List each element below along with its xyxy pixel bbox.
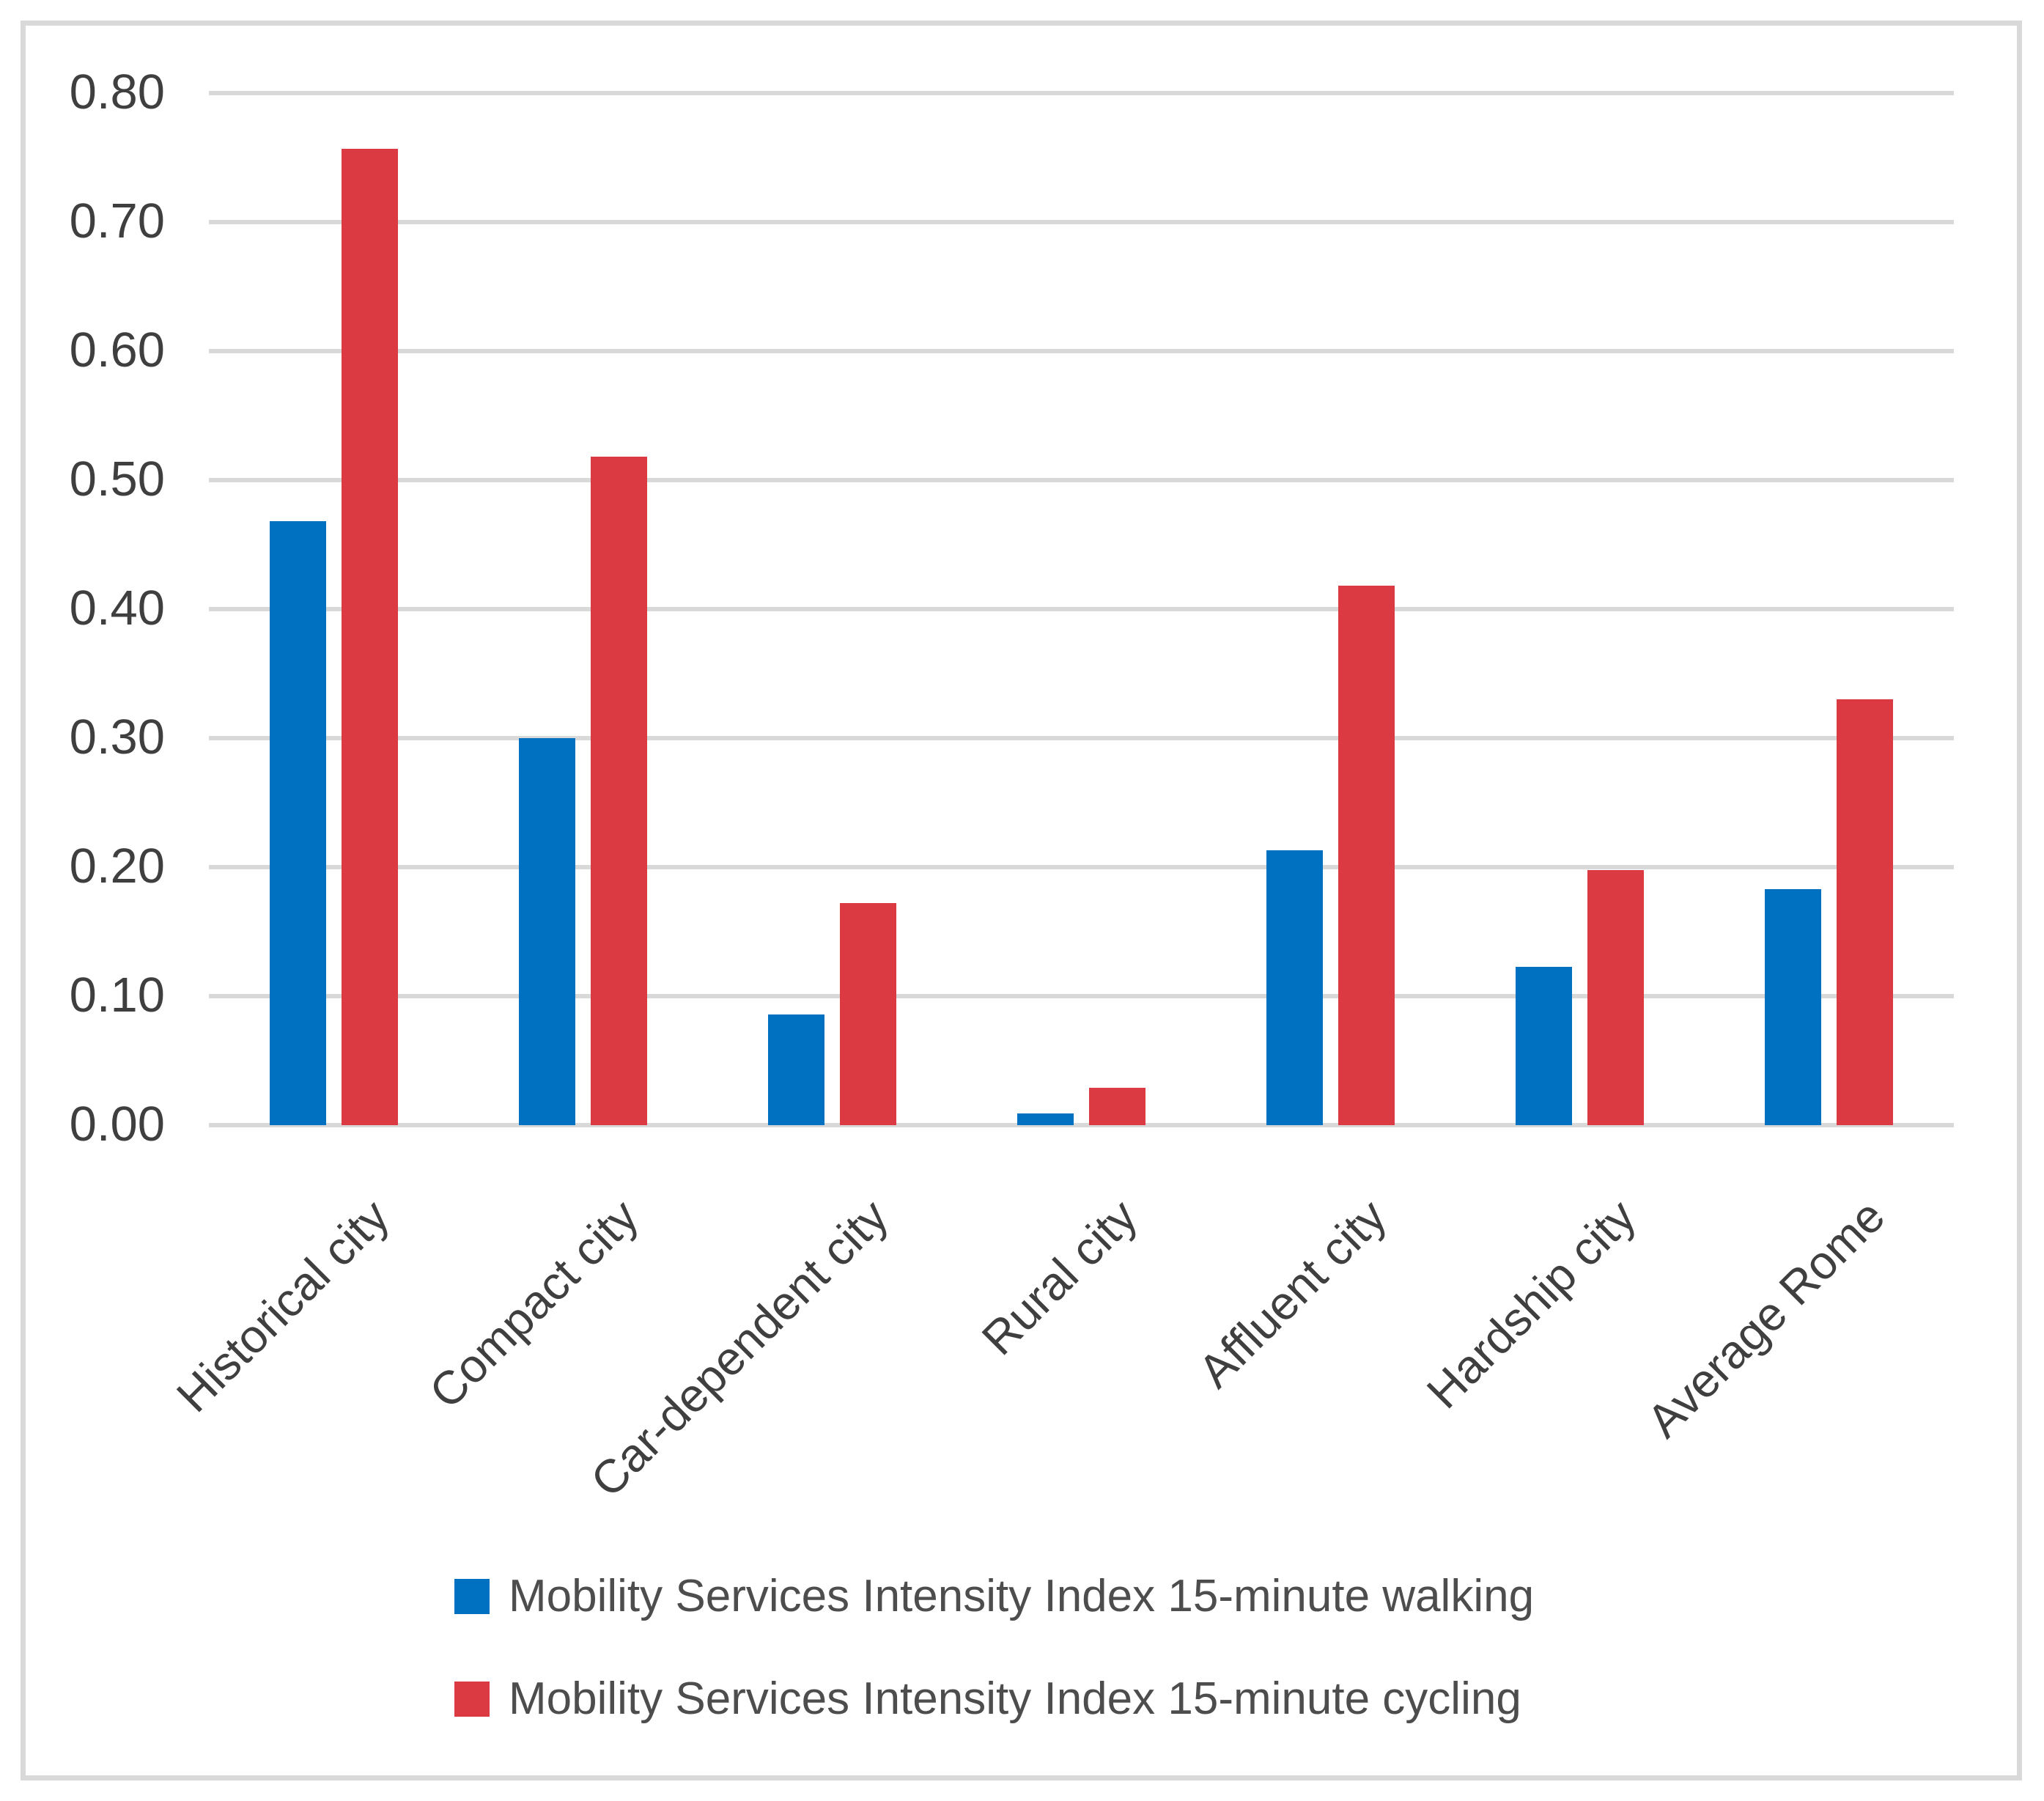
y-axis-tick-label-0.10: 0.10 bbox=[69, 967, 165, 1023]
gridline-0.60 bbox=[209, 349, 1954, 353]
bar-walking-average-rome bbox=[1765, 888, 1822, 1125]
bar-walking-rural-city bbox=[1017, 1113, 1074, 1125]
bar-group-affluent-city bbox=[1206, 93, 1455, 1125]
bar-groups bbox=[209, 93, 1954, 1125]
y-axis-tick-label-0.80: 0.80 bbox=[69, 64, 165, 119]
gridline-0.70 bbox=[209, 220, 1954, 224]
gridline-0.50 bbox=[209, 478, 1954, 482]
y-axis-tick-label-0.40: 0.40 bbox=[69, 580, 165, 636]
gridline-0.20 bbox=[209, 865, 1954, 869]
bar-walking-hardship-city bbox=[1516, 966, 1573, 1125]
bar-cycling-average-rome bbox=[1837, 699, 1894, 1125]
bar-group-hardship-city bbox=[1455, 93, 1705, 1125]
bar-group-rural-city bbox=[956, 93, 1206, 1125]
legend-marker-cycling bbox=[454, 1682, 490, 1717]
bar-walking-affluent-city bbox=[1266, 850, 1324, 1125]
gridline-0.00 bbox=[209, 1123, 1954, 1127]
bar-walking-car-dependent-city bbox=[767, 1014, 824, 1125]
legend-marker-walking bbox=[454, 1579, 490, 1614]
y-axis-tick-label-0.30: 0.30 bbox=[69, 709, 165, 765]
legend-item-walking: Mobility Services Intensity Index 15-min… bbox=[454, 1572, 1534, 1621]
legend-label-walking: Mobility Services Intensity Index 15-min… bbox=[509, 1571, 1535, 1621]
bar-walking-historical-city bbox=[269, 521, 326, 1125]
bar-group-historical-city bbox=[209, 93, 458, 1125]
y-axis-tick-label-0.70: 0.70 bbox=[69, 193, 165, 248]
legend-item-cycling: Mobility Services Intensity Index 15-min… bbox=[454, 1675, 1521, 1723]
bar-group-car-dependent-city bbox=[707, 93, 956, 1125]
bar-group-average-rome bbox=[1705, 93, 1954, 1125]
bar-walking-compact-city bbox=[518, 738, 575, 1125]
y-axis-tick-label-0.60: 0.60 bbox=[69, 322, 165, 377]
gridline-0.80 bbox=[209, 91, 1954, 95]
gridline-0.40 bbox=[209, 607, 1954, 611]
y-axis-tick-label-0.20: 0.20 bbox=[69, 838, 165, 894]
plot-area bbox=[209, 91, 1954, 1127]
bar-group-compact-city bbox=[458, 93, 707, 1125]
gridline-0.10 bbox=[209, 994, 1954, 998]
bar-cycling-rural-city bbox=[1088, 1087, 1145, 1125]
bar-cycling-affluent-city bbox=[1338, 586, 1395, 1125]
bar-cycling-historical-city bbox=[341, 148, 398, 1125]
y-axis-tick-label-0.00: 0.00 bbox=[69, 1096, 165, 1152]
y-axis-tick-label-0.50: 0.50 bbox=[69, 451, 165, 507]
legend-label-cycling: Mobility Services Intensity Index 15-min… bbox=[509, 1673, 1521, 1724]
gridline-0.30 bbox=[209, 736, 1954, 740]
bar-cycling-car-dependent-city bbox=[839, 903, 896, 1125]
bar-cycling-compact-city bbox=[590, 457, 647, 1125]
bar-cycling-hardship-city bbox=[1587, 869, 1645, 1125]
